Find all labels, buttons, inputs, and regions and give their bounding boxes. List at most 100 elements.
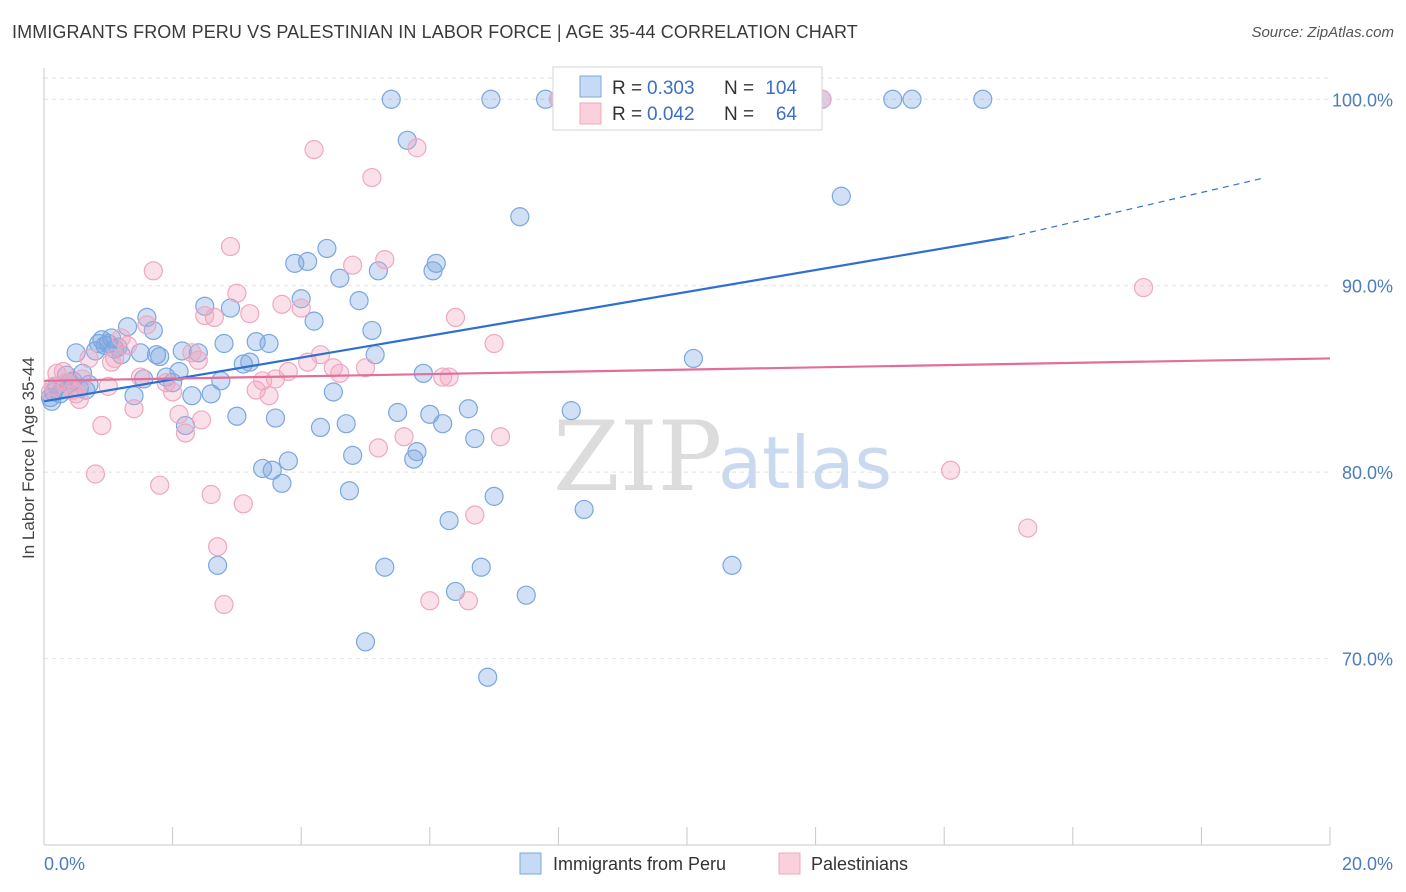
palestinian-point-20 — [143, 261, 163, 281]
y-tick-label-0: 70.0% — [1342, 650, 1393, 670]
peru-point-45 — [278, 451, 298, 471]
palestinian-point-25 — [175, 423, 196, 443]
peru-point-74 — [458, 399, 478, 419]
peru-point-70 — [426, 253, 446, 273]
stats-r-value-peru: 0.303 — [647, 78, 695, 99]
palestinian-point-57 — [420, 591, 440, 611]
bottom-legend: Immigrants from Peru Palestinians — [519, 852, 908, 875]
peru-point-51 — [317, 238, 337, 259]
palestinian-point-54 — [375, 250, 395, 270]
palestinian-point-33 — [214, 594, 234, 615]
palestinian-point-49 — [330, 363, 350, 383]
peru-point-52 — [323, 382, 343, 402]
peru-point-42 — [259, 333, 279, 354]
legend-label-peru: Immigrants from Peru — [553, 854, 726, 874]
peru-point-76 — [471, 557, 491, 577]
y-tick-label-3: 100.0% — [1332, 90, 1393, 110]
watermark-atlas: atlas — [718, 421, 892, 505]
stats-n-value-palestinians: 64 — [776, 104, 798, 125]
peru-point-58 — [355, 632, 376, 652]
peru-point-72 — [439, 511, 459, 531]
peru-point-84 — [561, 401, 581, 421]
palestinian-point-16 — [117, 335, 138, 355]
palestinian-point-10 — [85, 464, 106, 484]
peru-point-80 — [510, 207, 530, 227]
palestinian-point-52 — [362, 167, 382, 188]
peru-point-65 — [397, 130, 417, 150]
peru-point-34 — [208, 555, 228, 575]
peru-point-102 — [262, 460, 282, 480]
palestinian-point-34 — [220, 236, 241, 257]
stats-swatch-peru — [579, 75, 602, 98]
palestinian-point-55 — [394, 427, 414, 447]
peru-point-31 — [188, 343, 208, 363]
peru-point-77 — [478, 667, 498, 687]
peru-point-53 — [330, 268, 350, 288]
palestinian-point-58 — [433, 367, 453, 387]
palestinian-point-19 — [137, 315, 157, 335]
palestinian-point-15 — [111, 328, 131, 348]
palestinian-point-43 — [278, 361, 298, 382]
palestinian-point-42 — [272, 294, 292, 314]
legend-swatch-peru — [519, 852, 542, 875]
peru-point-94 — [973, 89, 993, 109]
y-tick-labels: 70.0% 80.0% 90.0% 100.0% — [1332, 90, 1393, 669]
peru-point-28 — [169, 361, 189, 382]
palestinian-point-51 — [355, 358, 376, 378]
peru-point-75 — [465, 428, 485, 449]
palestinian-point-36 — [233, 494, 253, 514]
peru-point-88 — [683, 348, 704, 369]
x-tick-label-0: 0.0% — [44, 854, 85, 874]
peru-point-79 — [484, 486, 504, 506]
palestinian-point-29 — [195, 305, 215, 326]
peru-point-68 — [420, 404, 440, 424]
palestinian-point-40 — [259, 386, 279, 406]
palestinian-point-35 — [227, 283, 247, 303]
peru-point-89 — [722, 555, 742, 575]
palestinian-point-32 — [208, 537, 228, 557]
palestinian-point-11 — [92, 415, 112, 436]
palestinian-point-24 — [169, 404, 189, 424]
peru-point-19 — [117, 317, 138, 337]
palestinian-point-28 — [191, 410, 212, 430]
peru-trend-line — [43, 236, 1009, 403]
palestinian-point-61 — [458, 591, 478, 611]
legend-swatch-palestinians — [778, 852, 801, 875]
stats-n-label-peru: N = — [724, 78, 754, 99]
peru-point-85 — [574, 499, 594, 520]
palestinian-point-23 — [163, 382, 183, 402]
peru-point-63 — [381, 89, 401, 109]
stats-n-value-peru: 104 — [765, 78, 797, 99]
palestinian-point-64 — [490, 427, 511, 447]
y-axis-title: In Labor Force | Age 35-44 — [19, 357, 38, 559]
peru-point-64 — [388, 402, 408, 423]
y-tick-label-1: 80.0% — [1342, 463, 1393, 483]
palestinian-point-37 — [240, 304, 260, 324]
palestinian-point-44 — [291, 298, 311, 318]
peru-point-49 — [304, 311, 324, 331]
palestinian-point-62 — [465, 505, 485, 525]
stats-r-label-peru: R = — [612, 78, 642, 99]
palestinian-point-21 — [150, 475, 170, 495]
palestinian-point-63 — [484, 333, 504, 354]
palestinian-point-67 — [941, 460, 961, 480]
peru-point-61 — [368, 261, 388, 281]
palestinian-trend-line — [43, 357, 1331, 382]
palestinian-point-56 — [407, 138, 427, 158]
stats-swatch-palestinians — [579, 102, 602, 125]
data-points — [40, 89, 1154, 687]
peru-point-91 — [831, 186, 851, 206]
peru-point-43 — [265, 408, 286, 428]
palestinian-point-68 — [1018, 518, 1038, 538]
peru-point-62 — [375, 557, 395, 577]
palestinian-point-14 — [105, 348, 125, 369]
peru-point-59 — [362, 320, 382, 341]
x-axis-ticks — [172, 827, 1331, 845]
palestinian-point-26 — [182, 343, 202, 363]
source-credit: Source: ZipAtlas.com — [1251, 24, 1394, 41]
peru-trend-extension — [1008, 177, 1266, 238]
peru-point-81 — [516, 585, 536, 605]
peru-point-41 — [253, 458, 273, 479]
palestinian-point-59 — [439, 367, 459, 387]
